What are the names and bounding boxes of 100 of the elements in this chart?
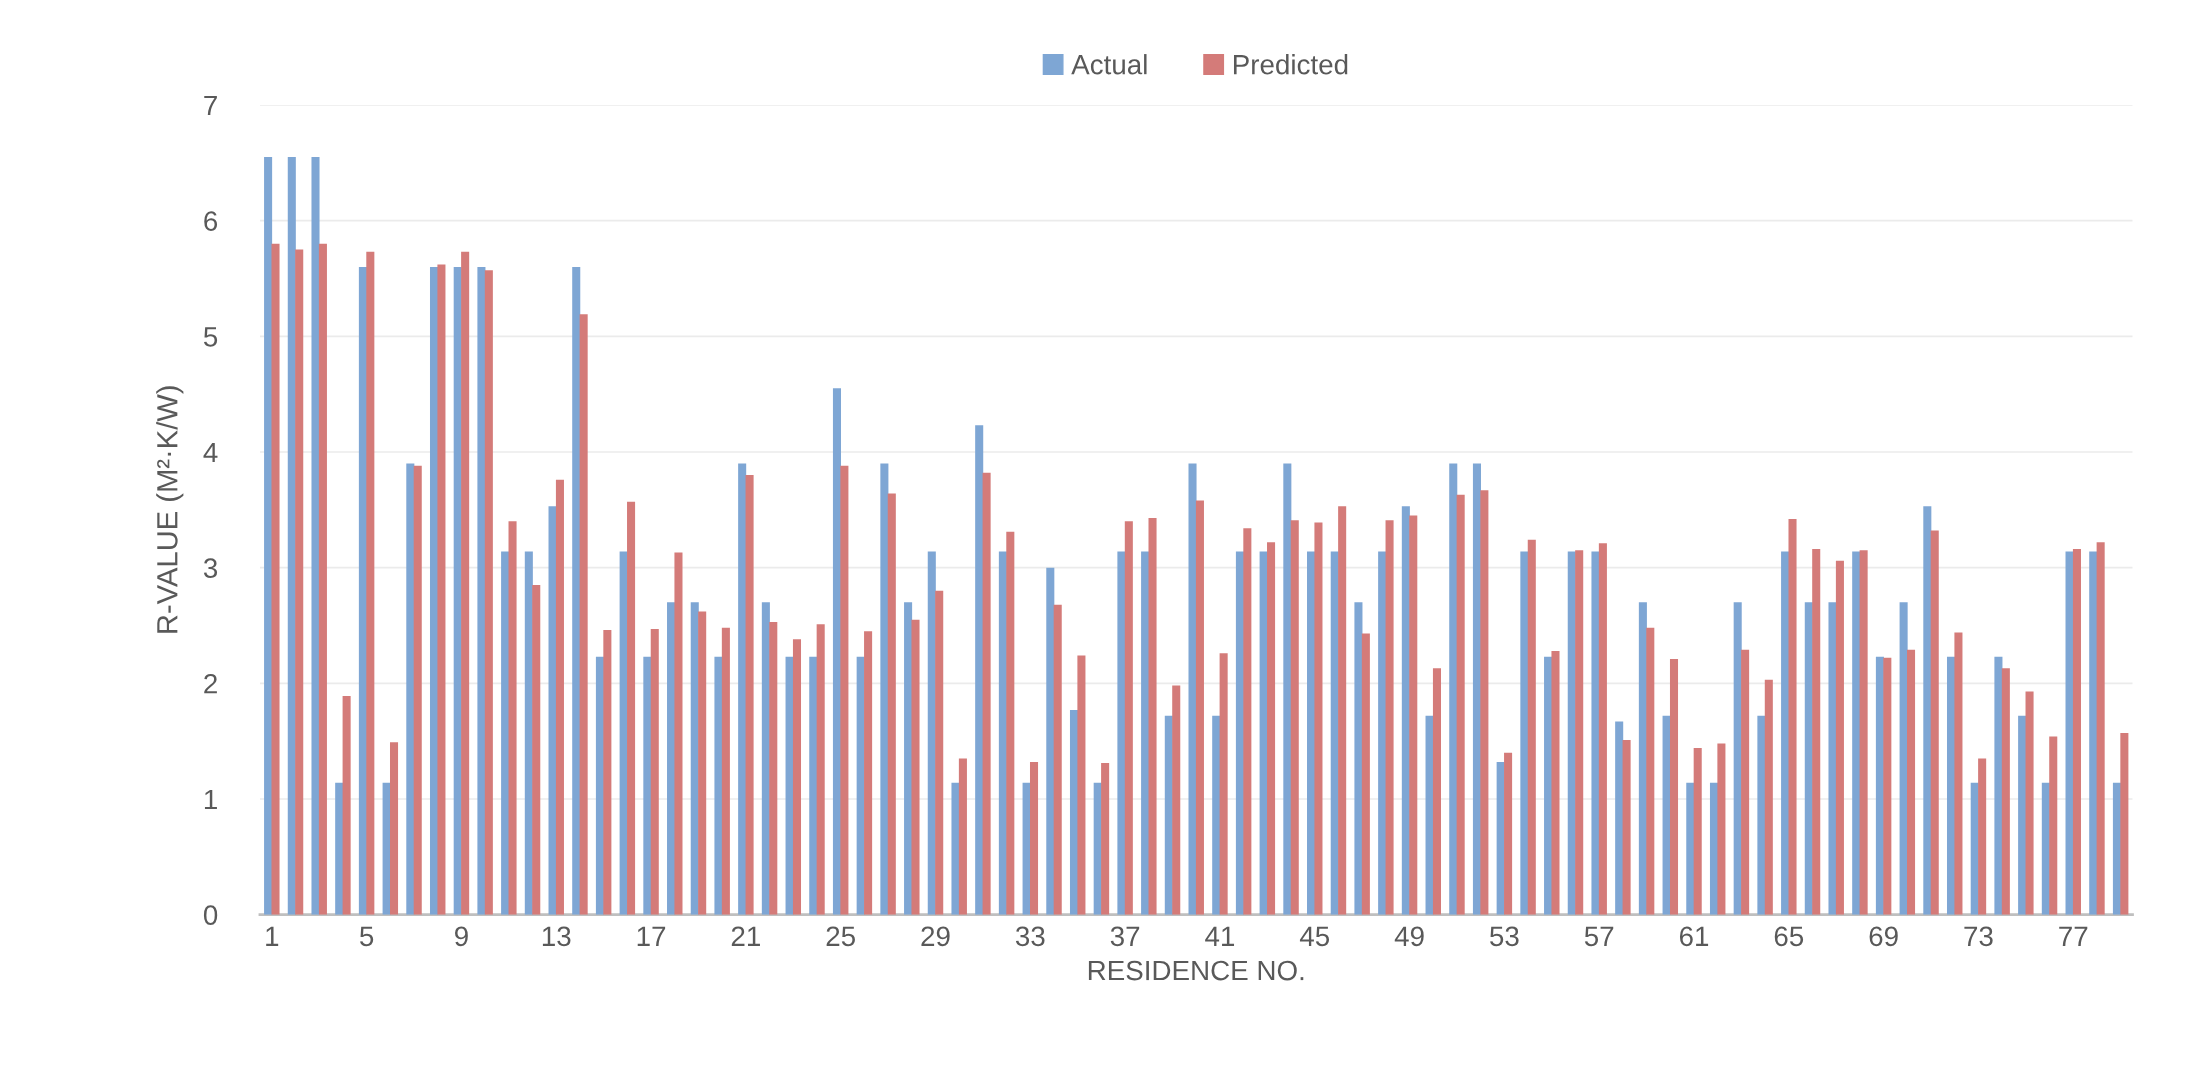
x-tick-label: 57 (1584, 926, 1614, 947)
bar (484, 270, 493, 915)
x-tick-label: 61 (1679, 926, 1709, 947)
bar (1828, 602, 1837, 915)
bar (1930, 530, 1939, 915)
x-tick-label: 25 (826, 926, 855, 947)
bar (508, 521, 517, 915)
bar (1859, 550, 1868, 915)
bar (579, 314, 588, 915)
bar (840, 465, 849, 915)
bar (935, 590, 944, 915)
bar (1006, 531, 1015, 915)
bar (1520, 551, 1529, 915)
bar (714, 656, 723, 915)
bar (738, 463, 747, 915)
bar (1741, 649, 1750, 915)
bar (413, 465, 422, 915)
x-tick-label: 29 (921, 926, 950, 947)
y-tick-label: 7 (204, 95, 217, 116)
x-tick-label: 5 (360, 926, 374, 947)
bar (555, 479, 564, 915)
bar (1686, 782, 1695, 915)
x-tick-label: 9 (455, 926, 468, 947)
bar (1148, 517, 1157, 915)
bar (1551, 650, 1560, 915)
bar (1053, 604, 1062, 915)
bar (1812, 549, 1821, 915)
bar (1622, 739, 1631, 915)
bar (1385, 520, 1394, 915)
bar (1764, 679, 1773, 915)
bar (532, 584, 541, 915)
bar (643, 656, 652, 915)
x-tick-label: 69 (1869, 926, 1898, 947)
bar (318, 243, 327, 915)
bar (1954, 632, 1963, 915)
bar (951, 782, 960, 915)
bar (1693, 748, 1702, 915)
bar (1598, 543, 1607, 915)
bar (1646, 627, 1655, 915)
x-tick-label: 17 (637, 926, 666, 946)
bar (1615, 721, 1624, 915)
bar (1907, 649, 1916, 915)
bar (1456, 494, 1465, 915)
bar (2049, 736, 2058, 915)
y-tick-label: 1 (204, 789, 217, 810)
bar (769, 621, 778, 915)
bar (1141, 551, 1150, 915)
bar (1283, 463, 1292, 915)
bar (816, 624, 825, 915)
bar (461, 251, 470, 915)
x-tick-label: 37 (1110, 926, 1140, 947)
x-axis-title: RESIDENCE NO. (1088, 960, 1304, 981)
bar (2072, 549, 2081, 915)
y-tick-label: 6 (204, 211, 218, 231)
bar (1314, 522, 1323, 915)
bar (721, 627, 730, 915)
y-tick-label: 3 (203, 558, 218, 578)
bar (1504, 752, 1513, 915)
bar (1432, 668, 1441, 915)
bar (982, 472, 991, 915)
x-tick-label: 65 (1774, 926, 1804, 947)
bar (572, 266, 581, 915)
bar (295, 249, 304, 915)
y-tick-label: 2 (204, 673, 217, 694)
bar (1757, 715, 1766, 915)
x-tick-label: 41 (1205, 926, 1235, 946)
bar (1117, 551, 1126, 915)
bar (1378, 551, 1387, 915)
bar (1046, 567, 1055, 915)
bar (1172, 685, 1181, 915)
bar (1978, 758, 1987, 915)
bar (271, 243, 280, 915)
bar (745, 475, 754, 915)
bar (335, 782, 344, 915)
x-tick-label: 45 (1299, 926, 1330, 947)
y-tick-label: 5 (203, 327, 218, 347)
bar (2120, 733, 2129, 915)
bar (1409, 515, 1418, 915)
x-tick-label: 49 (1394, 926, 1424, 947)
bar (2018, 715, 2027, 915)
bar (1717, 743, 1726, 915)
bar (1480, 490, 1489, 915)
bar (1101, 763, 1110, 915)
bar (1124, 521, 1133, 915)
bar (958, 758, 967, 915)
bar (1923, 506, 1932, 915)
bar (698, 611, 707, 915)
y-tick-label: 0 (203, 905, 218, 925)
bar (311, 157, 320, 915)
bar (1835, 560, 1844, 915)
bar (1077, 655, 1086, 915)
bar (2096, 542, 2105, 915)
bar (1669, 659, 1679, 915)
bar (1591, 551, 1600, 915)
bar (366, 251, 375, 915)
bar (406, 463, 415, 915)
x-tick-label: 1 (266, 926, 279, 946)
x-tick-label: 13 (542, 926, 571, 947)
bar (1354, 602, 1363, 915)
bar (880, 463, 889, 915)
